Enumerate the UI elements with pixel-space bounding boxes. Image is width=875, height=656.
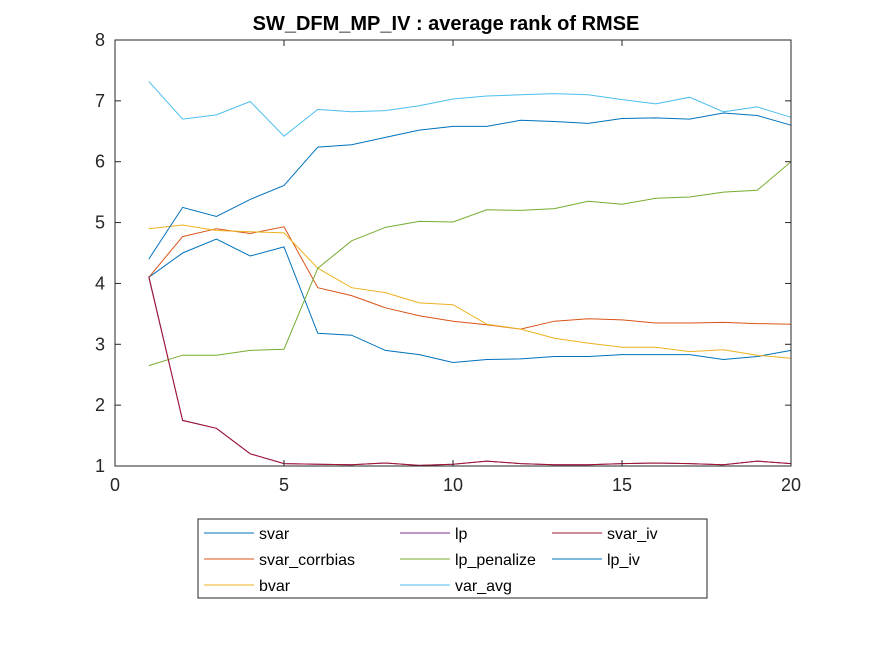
x-tick-label: 20 [781, 475, 801, 495]
y-tick-label: 1 [95, 456, 105, 476]
series-line-svar [148, 238, 792, 364]
series-line-bvar [148, 224, 792, 359]
series-layer [148, 81, 792, 466]
legend-label-var-avg: var_avg [455, 578, 512, 595]
y-tick-label: 4 [95, 273, 105, 293]
legend-label-lp-penalize: lp_penalize [455, 552, 536, 569]
x-tick-label: 10 [443, 475, 463, 495]
legend-label-svar-iv: svar_iv [607, 526, 658, 543]
y-tick-label: 5 [95, 213, 105, 233]
legend-label-lp-iv: lp_iv [607, 552, 640, 569]
series-line-lp-penalize [148, 161, 792, 367]
legend-label-bvar: bvar [259, 578, 291, 595]
x-tick-label: 15 [612, 475, 632, 495]
legend-box [197, 518, 708, 599]
series-line-svar-iv [148, 277, 792, 466]
chart-title: SW_DFM_MP_IV : average rank of RMSE [253, 13, 640, 35]
series-line-lp-iv [148, 112, 792, 260]
legend-label-lp: lp [455, 526, 468, 543]
y-tick-label: 3 [95, 334, 105, 354]
legend-label-svar-corrbias: svar_corrbias [259, 552, 355, 569]
plot-area [115, 40, 791, 466]
y-tick-label: 7 [95, 91, 105, 111]
legend-label-svar: svar [259, 526, 290, 543]
x-tick-label: 5 [279, 475, 289, 495]
y-tick-label: 2 [95, 395, 105, 415]
ticks-layer: 0 5 10 15 20 1 2 3 4 5 6 7 8 [95, 30, 801, 495]
y-tick-label: 8 [95, 30, 105, 50]
x-tick-label: 0 [110, 475, 120, 495]
series-line-var-avg [148, 81, 792, 137]
y-tick-label: 6 [95, 152, 105, 172]
